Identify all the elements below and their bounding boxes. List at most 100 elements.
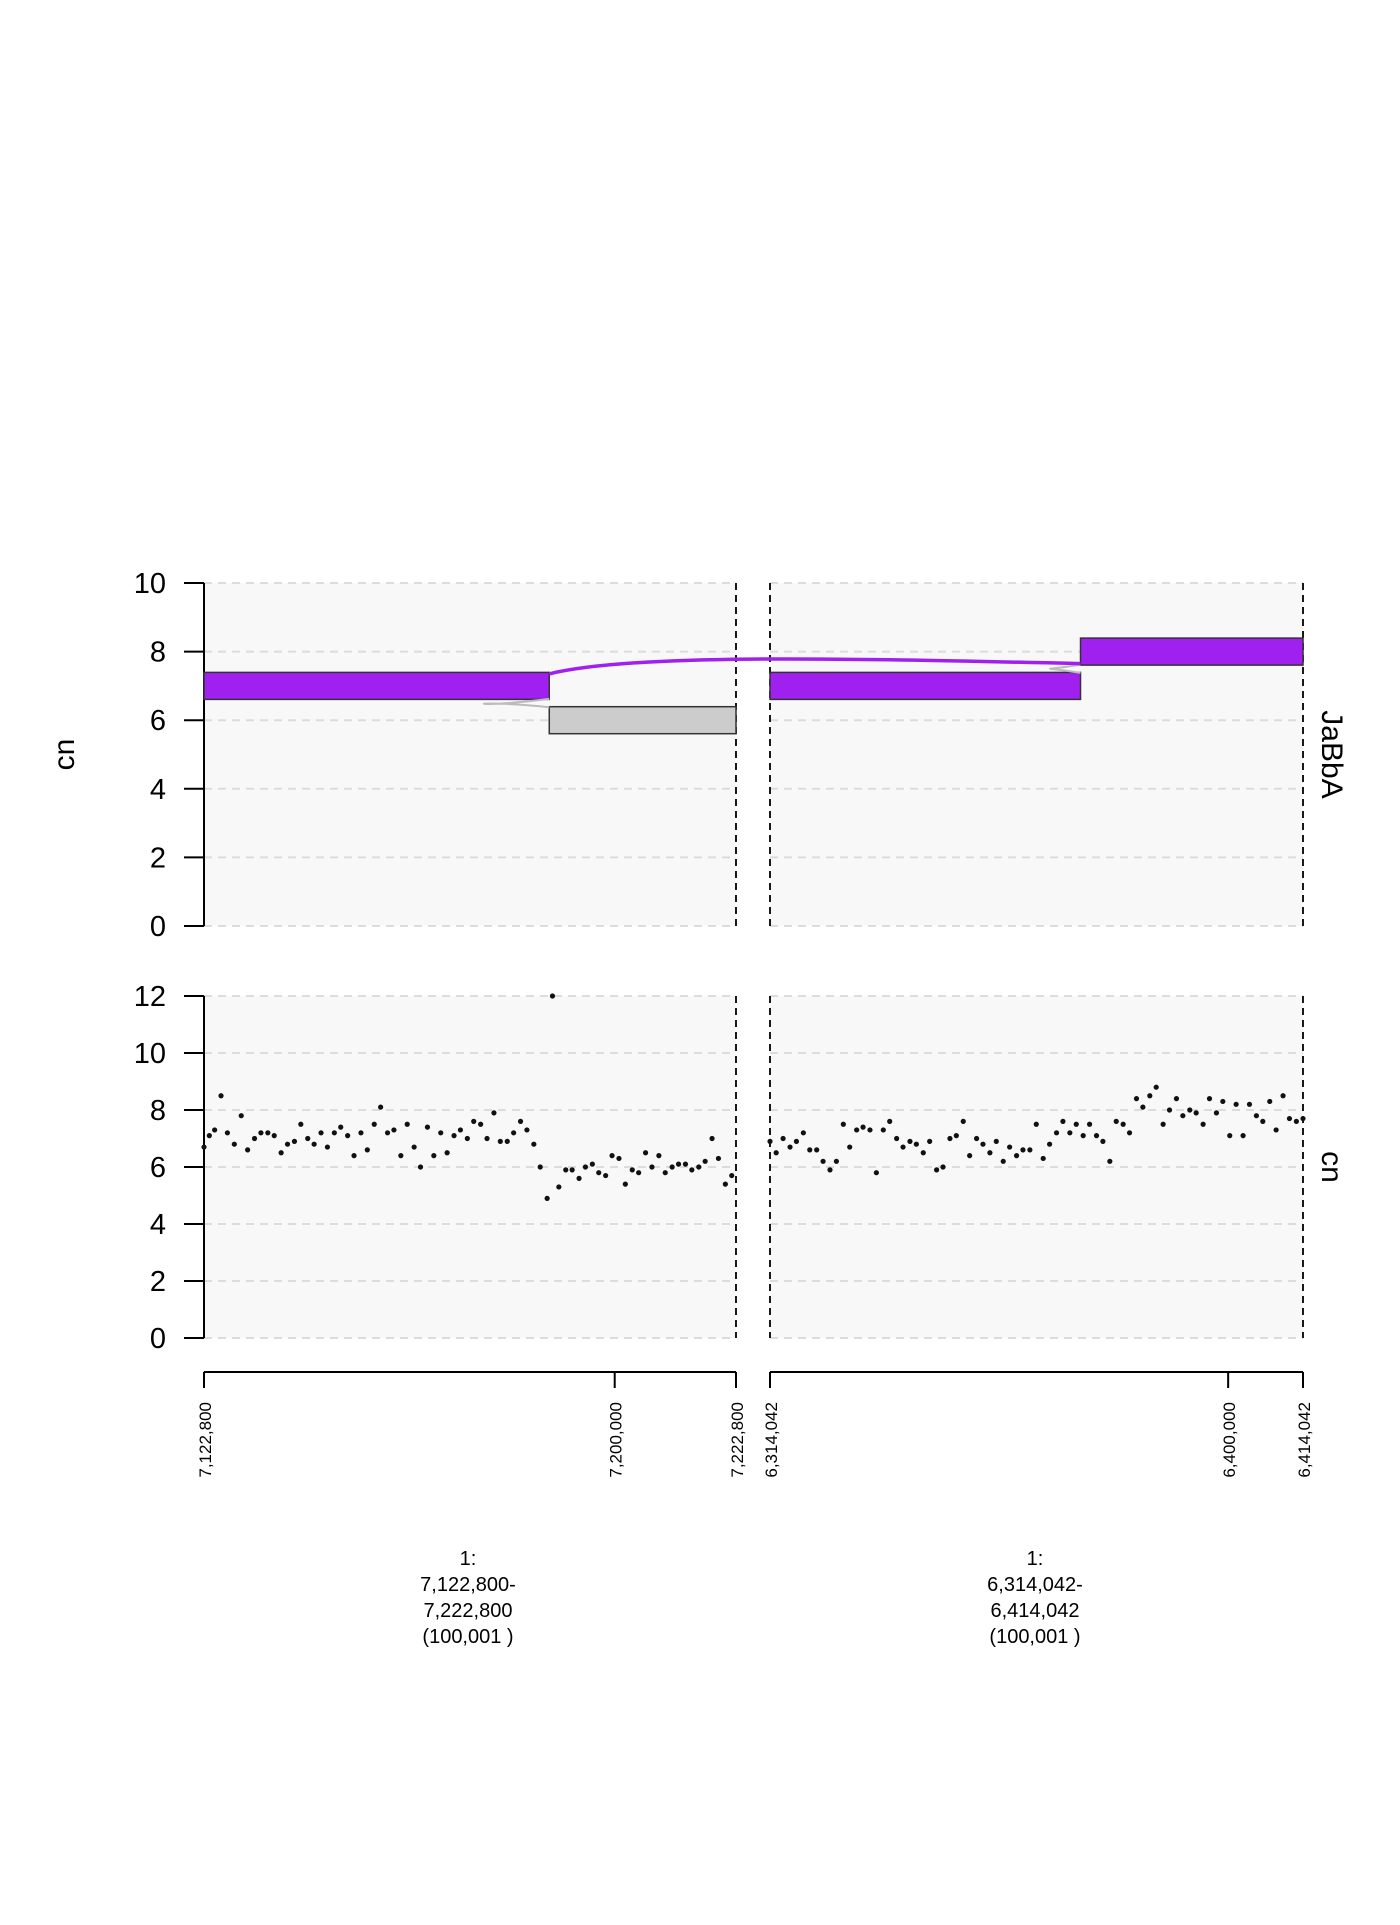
cn-point-1-23 [920,1150,926,1156]
cn-point-0-14 [291,1138,298,1144]
cn-point-0-25 [364,1147,370,1153]
segment-2 [769,671,1082,701]
cn-point-1-39 [1027,1147,1033,1153]
cn-point-1-20 [900,1144,906,1150]
cn-point-1-75 [1267,1098,1273,1105]
region-label-1-line3: 7,222,800 [423,1600,513,1622]
cn-point-0-43 [484,1135,490,1142]
cn-point-0-9 [258,1130,264,1136]
cn-point-0-36 [438,1130,444,1136]
cn-point-0-45 [497,1138,503,1144]
cn-point-1-14 [860,1124,866,1130]
cn-point-0-22 [345,1133,351,1139]
cn-point-1-80 [1300,1115,1306,1122]
cn-point-0-73 [682,1161,689,1167]
cn-point-0-64 [622,1181,628,1187]
cn-point-1-38 [1020,1147,1026,1153]
cn-point-1-70 [1233,1101,1239,1107]
region-label-2-line2: 6,314,042- [987,1574,1083,1596]
cn-point-0-66 [636,1170,642,1176]
cn-point-1-29 [960,1118,966,1124]
cn-point-0-11 [271,1133,277,1139]
cn-point-0-79 [722,1181,728,1187]
cn-point-0-65 [629,1167,635,1173]
cn-point-0-60 [596,1170,602,1176]
cn-point-1-42 [1047,1141,1053,1147]
cn-point-1-74 [1260,1118,1266,1124]
cn-point-0-61 [603,1172,609,1179]
segment-1 [548,705,737,735]
region-label-1-line1: 1: [459,1548,477,1570]
cn-point-1-47 [1080,1133,1086,1139]
cn-point-1-49 [1093,1133,1100,1139]
cn-point-0-6 [238,1113,244,1119]
y-tick-label-1-5: 10 [134,1038,166,1070]
region-label-2: 1: 6,314,042- 6,414,042 (100,001 ) [915,1546,1155,1650]
cn-point-0-57 [576,1175,582,1181]
cn-point-0-68 [649,1164,655,1170]
cn-point-0-58 [582,1164,589,1170]
cn-point-1-68 [1220,1098,1226,1105]
cn-point-0-62 [609,1153,615,1159]
cn-point-0-46 [504,1138,510,1144]
cn-point-1-65 [1200,1121,1206,1127]
cn-point-0-12 [278,1150,284,1156]
y-tick-label-1-0: 0 [150,1323,166,1355]
x-tick-label-0-1: 7,200,000 [607,1402,626,1478]
cn-point-0-51 [537,1164,543,1170]
cn-point-0-2 [212,1127,218,1133]
cn-point-0-49 [524,1127,530,1133]
cn-point-1-71 [1240,1133,1246,1139]
cn-point-1-59 [1160,1121,1166,1127]
cn-point-1-35 [1000,1158,1006,1164]
y-tick-label-0-1: 2 [150,842,166,874]
segment-0 [203,671,551,701]
cn-point-0-71 [669,1164,675,1170]
region-label-1: 1: 7,122,800- 7,222,800 (100,001 ) [348,1546,588,1650]
cn-point-0-0 [201,1144,207,1150]
cn-point-1-56 [1140,1104,1146,1110]
region-label-2-line4: (100,001 ) [989,1626,1081,1648]
cn-point-0-37 [444,1150,450,1156]
region-label-1-line2: 7,122,800- [420,1574,516,1596]
cn-point-1-64 [1193,1110,1199,1116]
y-tick-label-1-4: 8 [150,1095,166,1127]
cn-point-0-59 [589,1161,595,1167]
cn-point-0-19 [324,1144,331,1150]
cn-point-1-58 [1153,1084,1159,1090]
junction-edge [548,657,1081,676]
cn-point-0-70 [662,1170,668,1176]
cn-point-1-4 [793,1138,800,1144]
cn-point-1-78 [1286,1115,1293,1122]
cn-point-0-63 [616,1155,622,1162]
cn-point-0-78 [715,1155,722,1162]
cn-point-1-5 [800,1130,806,1136]
cn-point-0-74 [689,1167,695,1173]
cn-point-1-27 [947,1135,953,1142]
cn-point-1-77 [1280,1093,1286,1099]
cn-point-1-36 [1007,1144,1013,1150]
cn-point-0-67 [642,1150,649,1156]
cn-point-0-39 [457,1127,464,1133]
cn-point-1-53 [1120,1121,1126,1127]
cn-point-1-25 [934,1167,940,1173]
cn-point-1-8 [820,1158,826,1164]
cn-point-0-75 [696,1164,702,1170]
cn-point-0-76 [702,1158,708,1164]
track-name-0: JaBbA [1315,710,1348,798]
cn-point-0-26 [371,1121,377,1127]
y-tick-label-1-1: 2 [150,1266,166,1298]
cn-point-0-17 [311,1141,317,1147]
cn-point-0-7 [245,1147,251,1153]
region-label-2-line1: 1: [1026,1548,1044,1570]
reference-edge-1 [482,697,550,709]
cn-point-0-32 [411,1144,417,1150]
cn-point-1-52 [1113,1118,1119,1124]
track-name-1: cn [1315,1151,1348,1183]
cn-point-1-45 [1067,1130,1073,1136]
cn-point-0-35 [431,1153,437,1159]
cn-point-1-13 [854,1127,860,1133]
reference-edge-2 [1049,663,1081,674]
cn-point-0-69 [656,1153,662,1159]
cn-point-1-50 [1100,1138,1106,1144]
